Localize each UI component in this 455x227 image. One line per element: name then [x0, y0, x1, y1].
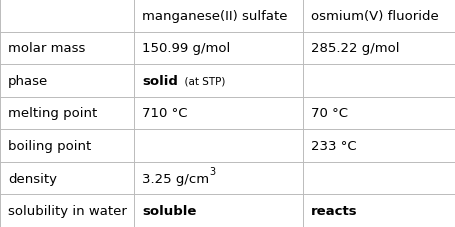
Text: (at STP): (at STP)	[178, 76, 226, 86]
Text: phase: phase	[8, 75, 48, 88]
Text: manganese(II) sulfate: manganese(II) sulfate	[142, 10, 288, 23]
Text: density: density	[8, 172, 57, 185]
Text: 233 °C: 233 °C	[311, 139, 356, 152]
Text: solid: solid	[142, 75, 178, 88]
Text: 3.25 g/cm: 3.25 g/cm	[142, 172, 210, 185]
Text: melting point: melting point	[8, 107, 97, 120]
Text: 710 °C: 710 °C	[142, 107, 188, 120]
Text: boiling point: boiling point	[8, 139, 91, 152]
Text: solubility in water: solubility in water	[8, 204, 127, 217]
Text: osmium(V) fluoride: osmium(V) fluoride	[311, 10, 439, 23]
Text: reacts: reacts	[311, 204, 357, 217]
Text: 285.22 g/mol: 285.22 g/mol	[311, 42, 399, 55]
Text: 3: 3	[210, 166, 216, 176]
Text: molar mass: molar mass	[8, 42, 86, 55]
Text: 150.99 g/mol: 150.99 g/mol	[142, 42, 231, 55]
Text: soluble: soluble	[142, 204, 197, 217]
Text: 70 °C: 70 °C	[311, 107, 348, 120]
